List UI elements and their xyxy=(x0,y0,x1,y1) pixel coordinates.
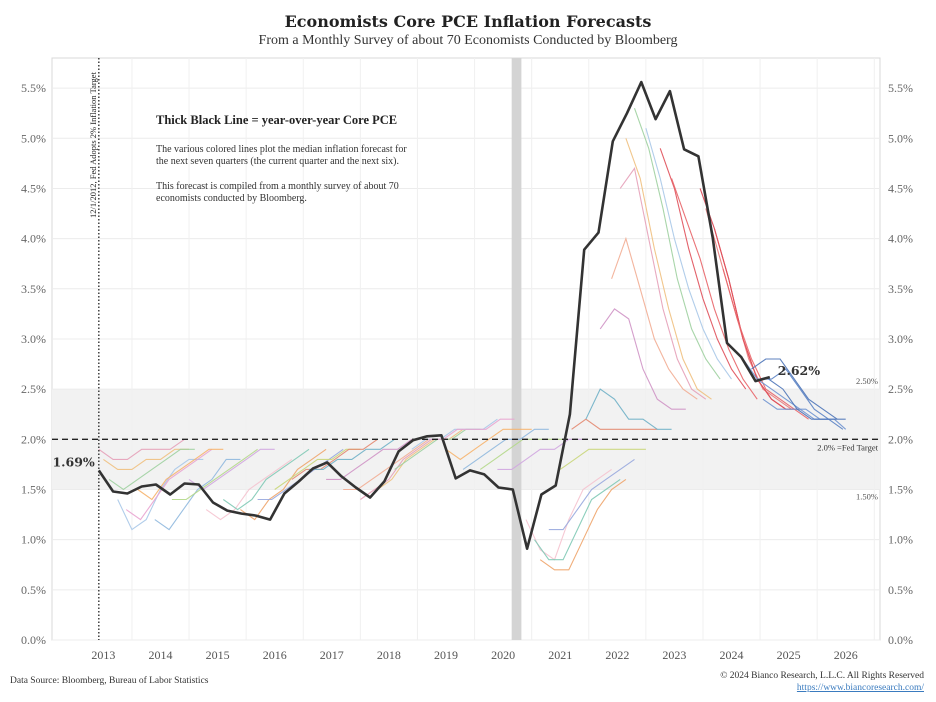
y-tick-label-right: 1.0% xyxy=(888,533,913,547)
website-link[interactable]: https://www.biancoresearch.com/ xyxy=(796,683,924,693)
x-tick-label: 2017 xyxy=(320,648,344,662)
forecast-line xyxy=(497,438,584,470)
y-tick-label-left: 2.0% xyxy=(21,432,46,446)
y-tick-label-left: 4.5% xyxy=(21,181,46,195)
forecast-line xyxy=(611,236,698,400)
x-tick-label: 2025 xyxy=(777,648,801,662)
covid-shading xyxy=(511,58,522,640)
fed-target-label: 2.0% =Fed Target xyxy=(817,442,878,452)
forecast-line xyxy=(291,438,378,480)
forecast-line xyxy=(525,468,612,561)
forecast-line xyxy=(445,428,532,461)
annotation-heading: Thick Black Line = year-over-year Core P… xyxy=(156,113,397,127)
y-tick-label-left: 3.0% xyxy=(21,332,46,346)
data-source-note: Data Source: Bloomberg, Bureau of Labor … xyxy=(10,676,209,686)
forecast-line xyxy=(539,478,627,571)
forecast-line xyxy=(619,167,707,400)
band-lower-label: 1.50% xyxy=(856,491,878,501)
y-tick-label-left: 3.5% xyxy=(21,282,46,296)
y-tick-label-left: 2.5% xyxy=(21,382,46,396)
y-tick-label-right: 1.5% xyxy=(888,482,913,496)
plot-frame xyxy=(51,57,881,641)
chart-subtitle: From a Monthly Survey of about 70 Econom… xyxy=(258,33,678,48)
x-tick-label: 2016 xyxy=(263,648,287,662)
annotation-text: The various colored lines plot the media… xyxy=(156,144,407,155)
x-tick-label: 2018 xyxy=(377,648,401,662)
forecast-line xyxy=(274,448,361,490)
forecast-line xyxy=(645,128,732,380)
x-tick-label: 2022 xyxy=(605,648,629,662)
forecast-line xyxy=(154,458,241,531)
forecast-line xyxy=(659,148,747,390)
y-tick-label-right: 2.0% xyxy=(888,432,913,446)
forecast-line xyxy=(768,378,846,420)
actual-core-pce-line xyxy=(97,80,771,551)
y-tick-label-right: 4.0% xyxy=(888,232,913,246)
forecast-line xyxy=(633,108,721,380)
forecast-line xyxy=(171,448,258,501)
annotation-text: the next seven quarters (the current qua… xyxy=(156,156,399,167)
y-gridlines xyxy=(52,87,880,641)
x-tick-label: 2020 xyxy=(491,648,515,662)
y-tick-label-right: 0.0% xyxy=(888,633,913,647)
y-tick-label-right: 5.5% xyxy=(888,81,913,95)
forecast-line xyxy=(205,458,293,521)
y-tick-label-left: 0.0% xyxy=(21,633,46,647)
x-tick-label: 2014 xyxy=(148,648,172,662)
forecast-line xyxy=(309,438,395,470)
forecast-line xyxy=(98,438,185,460)
y-tick-label-left: 5.0% xyxy=(21,131,46,145)
x-tick-label: 2019 xyxy=(434,648,458,662)
forecast-line xyxy=(125,448,213,521)
forecast-line xyxy=(599,308,686,410)
forecast-line xyxy=(240,448,327,521)
y-tick-label-left: 5.5% xyxy=(21,81,46,95)
forecast-line xyxy=(534,478,621,561)
forecast-line xyxy=(117,458,204,531)
x-tick-label: 2023 xyxy=(662,648,686,662)
forecast-line xyxy=(705,208,792,410)
fed-adopts-target-label: 12/1/2012, Fed Adopts 2% Inflation Targe… xyxy=(88,71,98,218)
forecast-line xyxy=(585,388,672,430)
y-tick-label-left: 1.5% xyxy=(21,482,46,496)
y-tick-label-right: 2.5% xyxy=(888,382,913,396)
y-tick-label-left: 0.5% xyxy=(21,583,46,597)
end-value-label: 2.62% xyxy=(778,363,820,378)
forecast-line xyxy=(751,358,838,420)
start-value-label: 1.69% xyxy=(52,454,94,469)
forecast-lines xyxy=(98,108,847,571)
forecast-line xyxy=(671,178,758,400)
y-tick-label-right: 3.0% xyxy=(888,332,913,346)
forecast-line xyxy=(625,138,712,400)
x-tick-label: 2026 xyxy=(834,648,858,662)
forecast-line xyxy=(548,458,635,531)
y-tick-label-left: 4.0% xyxy=(21,232,46,246)
y-tick-label-right: 4.5% xyxy=(888,181,913,195)
y-tick-label-right: 0.5% xyxy=(888,583,913,597)
forecast-line xyxy=(108,448,195,491)
band-upper-label: 2.50% xyxy=(856,376,878,386)
forecast-line xyxy=(103,448,189,470)
x-gridlines xyxy=(131,58,875,640)
y-tick-label-right: 5.0% xyxy=(888,131,913,145)
footer-credits: © 2024 Bianco Research, L.L.C. All Right… xyxy=(720,670,924,694)
copyright-text: © 2024 Bianco Research, L.L.C. All Right… xyxy=(720,671,924,681)
x-tick-label: 2013 xyxy=(91,648,115,662)
forecast-line xyxy=(222,448,310,511)
forecast-line xyxy=(326,438,413,480)
x-tick-label: 2024 xyxy=(720,648,744,662)
y-tick-label-left: 1.0% xyxy=(21,533,46,547)
y-tick-label-right: 3.5% xyxy=(888,282,913,296)
forecast-line xyxy=(137,448,224,501)
chart-title: Economists Core PCE Inflation Forecasts xyxy=(284,12,652,31)
annotation-text: economists conducted by Bloomberg. xyxy=(156,193,307,204)
x-tick-label: 2015 xyxy=(206,648,230,662)
annotation-text: This forecast is compiled from a monthly… xyxy=(156,181,399,192)
forecast-line xyxy=(559,448,646,470)
x-tick-label: 2021 xyxy=(548,648,572,662)
